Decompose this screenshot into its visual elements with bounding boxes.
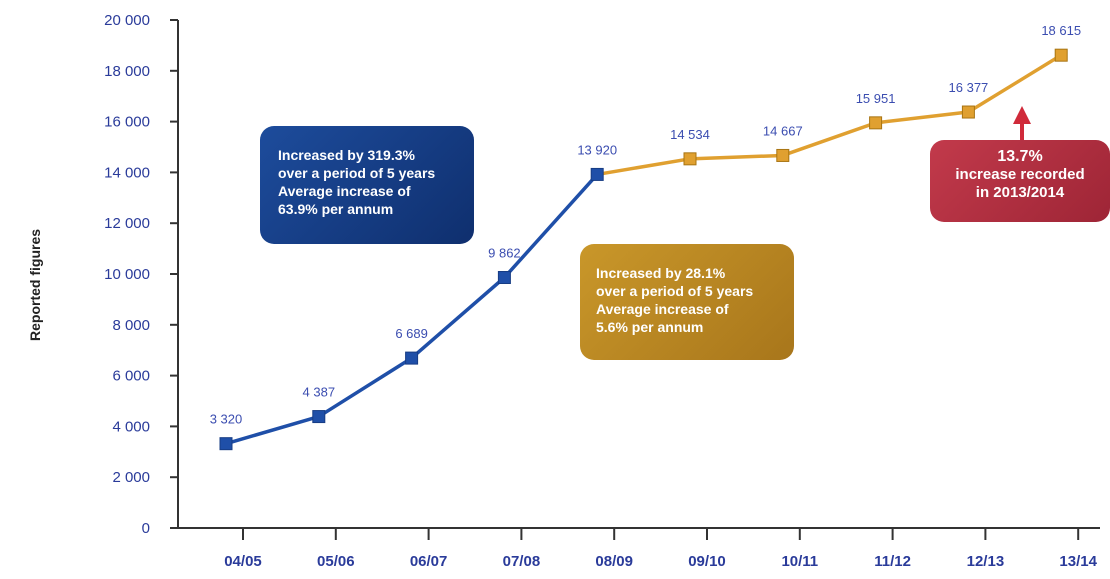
data-label: 14 667: [763, 123, 803, 138]
annotation-blue-line: over a period of 5 years: [278, 165, 436, 181]
data-point: [312, 410, 326, 424]
x-tick-label: 08/09: [595, 553, 633, 570]
data-label: 16 377: [949, 80, 989, 95]
data-point: [1054, 48, 1068, 62]
data-point: [590, 167, 604, 181]
annotation-blue-line: Increased by 319.3%: [278, 147, 415, 163]
data-point: [405, 351, 419, 365]
x-tick-label: 11/12: [874, 553, 911, 570]
y-tick-label: 0: [142, 520, 150, 537]
data-label: 9 862: [488, 246, 521, 261]
data-label: 3 320: [210, 412, 243, 427]
arrow-head: [1013, 106, 1031, 124]
x-tick-label: 13/14: [1059, 553, 1097, 570]
y-axis-label: Reported figures: [27, 229, 43, 341]
annotation-gold-line: Increased by 28.1%: [596, 265, 726, 281]
annotation-gold-line: over a period of 5 years: [596, 283, 754, 299]
annotation-blue: Increased by 319.3% over a period of 5 y…: [260, 126, 474, 244]
data-label: 15 951: [856, 91, 896, 106]
x-tick-label: 12/13: [967, 553, 1005, 570]
x-tick-label: 05/06: [317, 553, 355, 570]
annotation-red-line: 13.7%: [997, 148, 1043, 165]
x-tick-label: 10/11: [781, 553, 818, 570]
data-point: [497, 271, 511, 285]
y-tick-label: 16 000: [104, 114, 150, 131]
y-tick-label: 4 000: [112, 418, 150, 435]
annotation-gold-line: 5.6% per annum: [596, 319, 704, 335]
y-tick-label: 12 000: [104, 215, 150, 232]
data-point: [219, 437, 233, 451]
data-label: 14 534: [670, 127, 710, 142]
y-tick-label: 14 000: [104, 164, 150, 181]
annotation-red-line: increase recorded: [955, 166, 1085, 183]
annotation-blue-line: 63.9% per annum: [278, 201, 394, 217]
data-point: [961, 105, 975, 119]
y-tick-label: 20 000: [104, 12, 150, 29]
data-label: 13 920: [577, 142, 617, 157]
data-point: [683, 152, 697, 166]
x-tick-label: 06/07: [410, 553, 448, 570]
annotation-red: 13.7% increase recorded in 2013/2014: [930, 140, 1110, 222]
annotation-red-line: in 2013/2014: [975, 184, 1065, 201]
data-label: 4 387: [303, 385, 336, 400]
x-tick-label: 09/10: [688, 553, 726, 570]
y-tick-label: 6 000: [112, 368, 150, 385]
annotation-blue-line: Average increase of: [278, 183, 411, 199]
y-tick-label: 18 000: [104, 63, 150, 80]
y-tick-label: 10 000: [104, 266, 150, 283]
data-label: 6 689: [395, 326, 428, 341]
y-tick-label: 2 000: [112, 469, 150, 486]
data-label: 18 615: [1041, 23, 1081, 38]
annotation-gold-line: Average increase of: [596, 301, 729, 317]
x-tick-label: 04/05: [224, 553, 262, 570]
annotation-gold: Increased by 28.1% over a period of 5 ye…: [580, 244, 794, 360]
data-point: [776, 148, 790, 162]
x-tick-label: 07/08: [503, 553, 541, 570]
series-line-second: [596, 53, 1063, 177]
data-point: [869, 116, 883, 130]
y-tick-label: 8 000: [112, 317, 150, 334]
